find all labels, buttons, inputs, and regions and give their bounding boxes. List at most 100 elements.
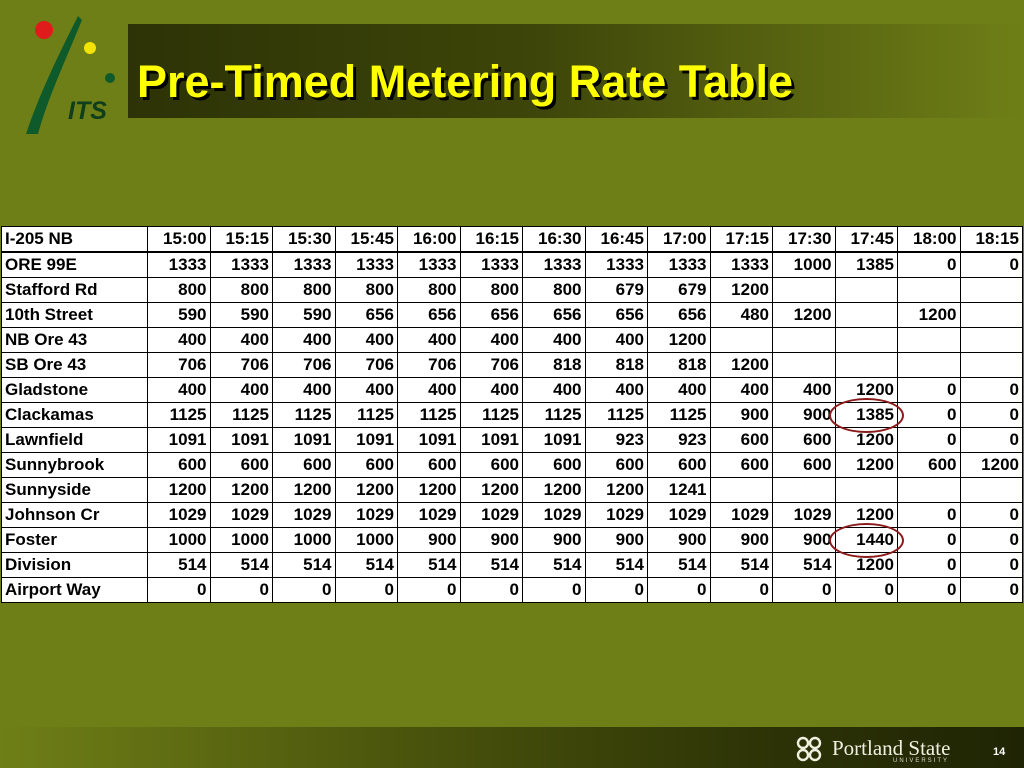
rate-cell: 818: [522, 352, 586, 378]
rate-cell: 900: [522, 527, 586, 553]
rate-cell: 818: [647, 352, 711, 378]
rate-cell: 400: [584, 377, 648, 403]
rate-cell: 1029: [334, 502, 398, 528]
rate-cell: 0: [897, 402, 961, 428]
rate-cell: 0: [147, 577, 211, 603]
rate-cell: 1200: [584, 477, 648, 503]
rate-cell: 900: [772, 527, 836, 553]
table-corner-header: I-205 NB: [1, 226, 148, 253]
rate-cell: 706: [459, 352, 523, 378]
page-number: 14: [993, 746, 1006, 758]
rate-cell: 0: [459, 577, 523, 603]
rate-cell: 1091: [272, 427, 336, 453]
rate-cell: 514: [522, 552, 586, 578]
rate-cell: 1200: [397, 477, 461, 503]
rate-cell: 1029: [772, 502, 836, 528]
rate-cell: 800: [334, 277, 398, 303]
rate-cell: 0: [897, 552, 961, 578]
rate-cell: 400: [522, 327, 586, 353]
rate-cell: 706: [397, 352, 461, 378]
table-row: Airport Way 0 0 0 0 0 0 0 0 0 0 0 0 0 0: [1, 577, 1023, 603]
rate-cell: [959, 277, 1023, 303]
table-row: Johnson Cr 1029 1029 1029 1029 1029 1029 1029 10…: [1, 502, 1023, 528]
column-header: 15:30: [272, 226, 336, 253]
rate-cell: 1200: [709, 352, 773, 378]
table-row: Stafford Rd 800 800 800 800 800 800 800 679 679 12…: [1, 277, 1023, 303]
rate-cell: 900: [459, 527, 523, 553]
table-row: NB Ore 43 400 400 400 400 400 400 400 400 1200: [1, 327, 1023, 353]
rate-cell: 1029: [522, 502, 586, 528]
rate-cell: 600: [897, 452, 961, 478]
rate-cell: 1385: [834, 402, 898, 428]
row-label: Sunnyside: [1, 477, 148, 503]
rate-cell: 1333: [272, 251, 336, 278]
rate-cell: [709, 477, 773, 503]
footer-org-sub: UNIVERSITY: [893, 758, 950, 764]
logo-text: ITS: [68, 97, 107, 125]
rate-cell: 600: [772, 452, 836, 478]
rate-cell: 800: [209, 277, 273, 303]
rate-cell: 1200: [834, 452, 898, 478]
row-label: Gladstone: [1, 377, 148, 403]
rate-cell: 800: [397, 277, 461, 303]
rate-cell: 1333: [459, 251, 523, 278]
rate-cell: 0: [522, 577, 586, 603]
rate-cell: 600: [522, 452, 586, 478]
rate-cell: 590: [209, 302, 273, 328]
rate-cell: [959, 352, 1023, 378]
column-header: 15:45: [334, 226, 398, 253]
rate-cell: 1000: [772, 251, 836, 278]
rate-cell: [772, 352, 836, 378]
rate-cell: 400: [272, 327, 336, 353]
row-label: Foster: [1, 527, 148, 553]
rate-cell: 656: [459, 302, 523, 328]
table-row: SB Ore 43 706 706 706 706 706 706 818 818 818 1200: [1, 352, 1023, 378]
rate-cell: 0: [834, 577, 898, 603]
table-row: ORE 99E 1333 1333 1333 1333 1333 1333 1333 1333 1…: [1, 251, 1023, 278]
rate-cell: 0: [959, 427, 1023, 453]
rate-cell: 0: [897, 502, 961, 528]
rate-cell: 1200: [834, 427, 898, 453]
rate-cell: 1333: [209, 251, 273, 278]
rate-cell: 400: [772, 377, 836, 403]
rate-cell: 1000: [272, 527, 336, 553]
rate-cell: 800: [459, 277, 523, 303]
table-row: Clackamas 1125 1125 1125 1125 1125 1125 1125 112…: [1, 402, 1023, 428]
rate-cell: 0: [897, 427, 961, 453]
rate-cell: 923: [584, 427, 648, 453]
rate-cell: 1125: [147, 402, 211, 428]
rate-cell: 0: [772, 577, 836, 603]
rate-cell: 818: [584, 352, 648, 378]
rate-cell: 1200: [647, 327, 711, 353]
rate-cell: 0: [897, 251, 961, 278]
row-label: SB Ore 43: [1, 352, 148, 378]
rate-cell: 0: [959, 251, 1023, 278]
rate-cell: [834, 277, 898, 303]
rate-cell: 514: [647, 552, 711, 578]
rate-cell: 679: [584, 277, 648, 303]
rate-cell: 800: [522, 277, 586, 303]
rate-cell: 1200: [522, 477, 586, 503]
rate-cell: 600: [709, 427, 773, 453]
footer-org-name: Portland State: [832, 736, 951, 760]
rate-cell: 1125: [397, 402, 461, 428]
title-bar: [128, 24, 1024, 118]
rate-cell: 1241: [647, 477, 711, 503]
rate-cell: 514: [772, 552, 836, 578]
rate-cell: 400: [647, 377, 711, 403]
rate-cell: 1333: [522, 251, 586, 278]
rate-cell: 0: [584, 577, 648, 603]
rate-cell: 400: [147, 377, 211, 403]
table-row: Lawnfield 1091 1091 1091 1091 1091 1091 1091 923…: [1, 427, 1023, 453]
rate-cell: 514: [397, 552, 461, 578]
rate-cell: 900: [584, 527, 648, 553]
rate-cell: 1029: [272, 502, 336, 528]
table-header-row: I-205 NB 15:00 15:15 15:30 15:45 16:00 16:15 1…: [1, 226, 1023, 253]
metering-rate-table-container: I-205 NB 15:00 15:15 15:30 15:45 16:00 16:15 1…: [1, 226, 1024, 603]
row-label: ORE 99E: [1, 251, 148, 278]
row-label: Stafford Rd: [1, 277, 148, 303]
rate-cell: 1000: [209, 527, 273, 553]
rate-cell: 400: [522, 377, 586, 403]
table-row: Sunnybrook 600 600 600 600 600 600 600 600 600 600…: [1, 452, 1023, 478]
column-header: 16:15: [459, 226, 523, 253]
